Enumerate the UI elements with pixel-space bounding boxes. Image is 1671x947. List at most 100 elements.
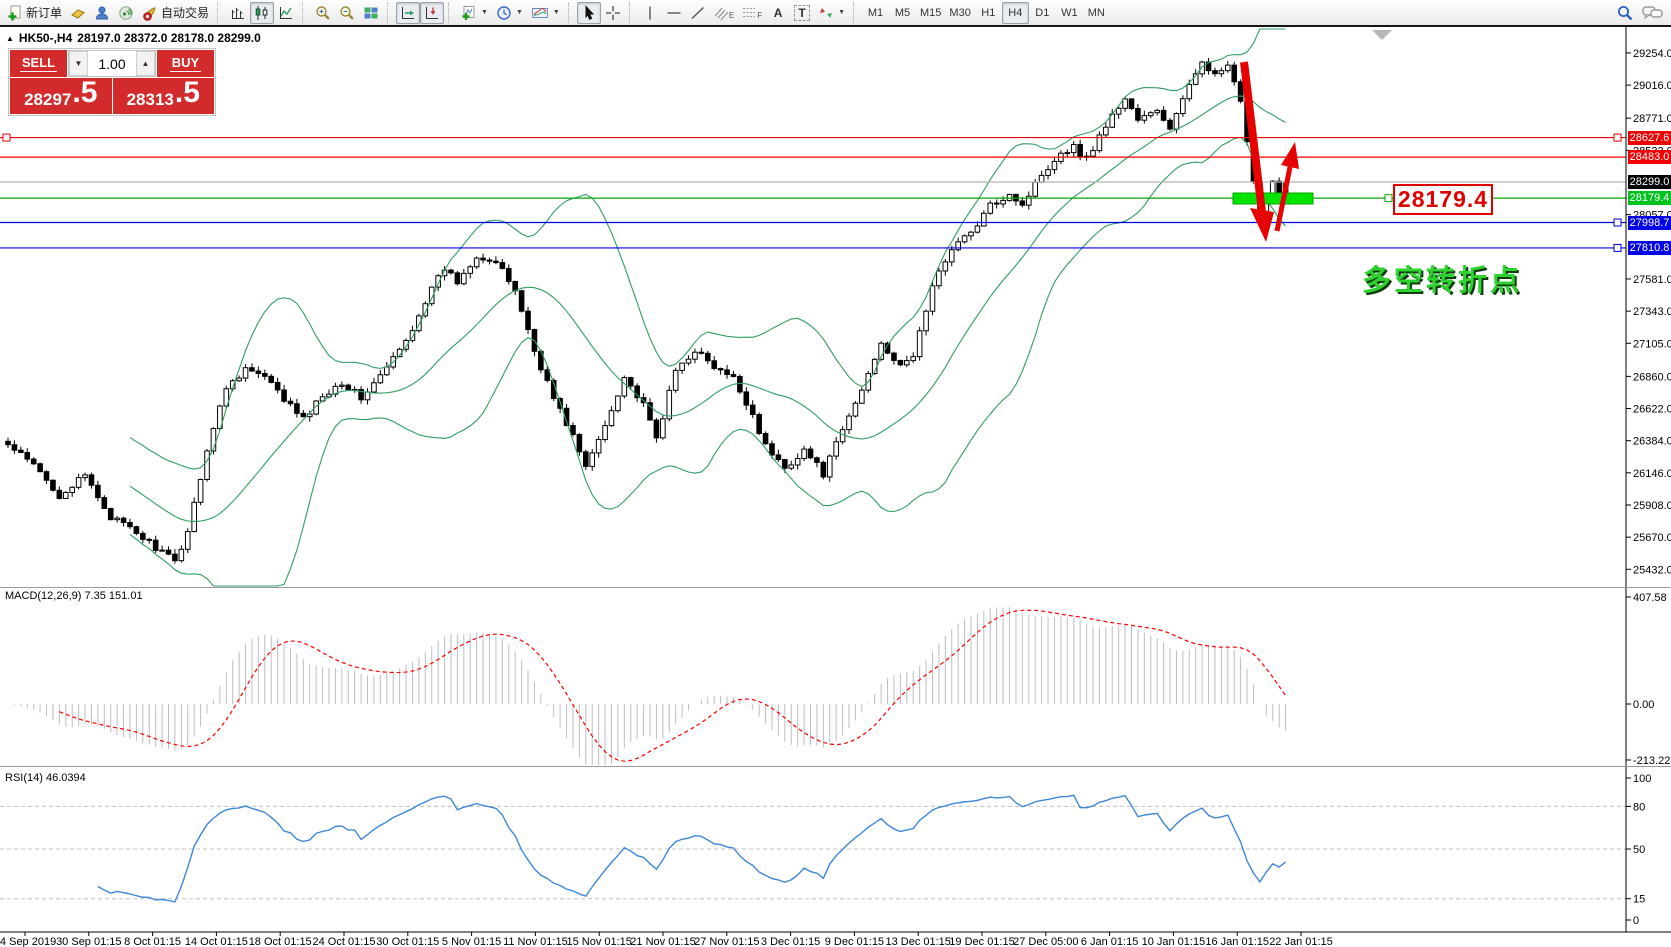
- volume-decrease-button[interactable]: ▼: [69, 51, 88, 76]
- text-tool-button[interactable]: A: [766, 2, 790, 24]
- new-chart-icon: [462, 5, 475, 20]
- chart-shift-icon: [426, 6, 439, 19]
- axis-tick-label: 29016.0: [1633, 80, 1671, 92]
- vline-tool-button[interactable]: [638, 2, 662, 24]
- line-anchor-handle[interactable]: [2, 133, 11, 142]
- turning-point-annotation[interactable]: 多空转折点: [1362, 265, 1523, 297]
- line-anchor-handle[interactable]: [1384, 194, 1393, 203]
- trendline-tool-button[interactable]: [686, 2, 710, 24]
- crosshair-tool-button[interactable]: [601, 2, 625, 24]
- timeframe-h1-button[interactable]: H1: [981, 6, 996, 19]
- label-tool-button[interactable]: T: [790, 2, 814, 24]
- axis-price-label[interactable]: 28179.4: [1628, 191, 1671, 206]
- new-chart-button[interactable]: ▼: [457, 2, 492, 24]
- dropdown-caret-icon: ▼: [552, 9, 560, 16]
- axis-tick-label: 9 Dec 01:15: [825, 936, 884, 947]
- axis-price-label[interactable]: 27810.8: [1628, 240, 1671, 255]
- toolbar-separator: [302, 2, 307, 23]
- axis-tick-label: 11 Nov 01:15: [503, 936, 568, 947]
- volume-input[interactable]: 1.00: [98, 55, 126, 72]
- axis-tick-label: 27 Nov 01:15: [694, 936, 759, 947]
- highlight-band-annotation[interactable]: [1232, 192, 1314, 205]
- toolbar-separator: [567, 2, 573, 23]
- line-anchor-handle[interactable]: [1613, 133, 1622, 142]
- chat-button[interactable]: [1638, 2, 1668, 24]
- line-chart-button[interactable]: [274, 2, 298, 24]
- zoom-out-icon: [340, 5, 354, 20]
- buy-price-frac: .5: [174, 76, 200, 109]
- tile-windows-button[interactable]: [359, 2, 383, 24]
- macd-label: MACD(12,26,9) 7.35 151.01: [5, 590, 143, 602]
- timeframe-mn-button[interactable]: MN: [1087, 6, 1105, 19]
- rsi-label: RSI(14) 46.0394: [5, 772, 86, 784]
- axis-tick-label: 18 Oct 01:15: [249, 936, 312, 947]
- autotrading-button[interactable]: 自动交易: [138, 2, 213, 24]
- line-chart-icon: [280, 6, 293, 19]
- zoom-out-button[interactable]: [335, 2, 359, 24]
- axis-tick-label: 26384.0: [1633, 436, 1671, 448]
- axis-tick-label: 27 Dec 05:00: [1013, 936, 1078, 947]
- timeframe-m5-button[interactable]: M5: [894, 6, 911, 19]
- community-icon: [96, 6, 109, 19]
- zoom-in-button[interactable]: [311, 2, 335, 24]
- scroll-to-end-icon[interactable]: [1372, 30, 1392, 40]
- new-order-label: 新订单: [26, 6, 63, 20]
- community-button[interactable]: [90, 2, 114, 24]
- sell-price-button[interactable]: 28297 .5: [10, 78, 112, 114]
- axis-tick-label: 25670.0: [1633, 532, 1671, 544]
- new-order-icon: [8, 5, 21, 20]
- auto-scroll-button[interactable]: [396, 1, 421, 24]
- channel-tool-button[interactable]: E: [710, 2, 738, 24]
- line-anchor-handle[interactable]: [1613, 218, 1622, 227]
- axis-tick-label: -213.22: [1633, 755, 1670, 767]
- channel-icon: [714, 7, 728, 20]
- down-arrow-annotation[interactable]: [1240, 61, 1274, 242]
- new-order-button[interactable]: 新订单: [3, 2, 66, 24]
- chart-symbol: HK50-,H4: [18, 31, 73, 45]
- candlestick-chart-button[interactable]: [250, 1, 275, 24]
- axis-tick-label: 16 Jan 01:15: [1205, 936, 1269, 947]
- quotes-button[interactable]: [66, 2, 90, 24]
- timeframe-w1-button[interactable]: W1: [1061, 6, 1078, 19]
- axis-price-label[interactable]: 28299.0: [1628, 174, 1671, 189]
- fibonacci-tool-letter: F: [757, 11, 763, 20]
- signals-icon: [119, 5, 133, 20]
- arrows-tool-button[interactable]: ▼: [814, 2, 849, 24]
- axis-tick-label: 26146.0: [1633, 468, 1671, 480]
- timeframe-m1-button[interactable]: M1: [867, 6, 884, 19]
- autotrading-label: 自动交易: [161, 6, 210, 20]
- hline-tool-button[interactable]: [662, 2, 686, 24]
- bar-chart-button[interactable]: [226, 2, 250, 24]
- dropdown-caret-icon: ▼: [838, 9, 846, 16]
- volume-increase-button[interactable]: ▲: [136, 51, 155, 76]
- axis-tick-label: 14 Oct 01:15: [185, 936, 248, 947]
- template-button[interactable]: ▼: [527, 2, 564, 24]
- buy-price-button[interactable]: 28313 .5: [112, 76, 214, 114]
- toolbar-separator: [448, 2, 453, 23]
- trade-panel-toggle-icon[interactable]: ▲: [6, 33, 14, 43]
- signals-button[interactable]: [114, 2, 138, 24]
- timeframe-m15-button[interactable]: M15: [920, 6, 942, 19]
- axis-price-label[interactable]: 28627.6: [1628, 130, 1671, 145]
- cursor-tool-button[interactable]: [576, 1, 601, 24]
- timeframe-m30-button[interactable]: M30: [949, 6, 971, 19]
- search-button[interactable]: [1612, 2, 1638, 24]
- line-anchor-handle[interactable]: [1613, 243, 1622, 252]
- axis-price-label[interactable]: 27998.7: [1628, 215, 1671, 230]
- axis-price-label[interactable]: 28483.0: [1628, 150, 1671, 165]
- buy-button[interactable]: BUY: [157, 50, 214, 77]
- chart-annotations: [1232, 30, 1392, 242]
- up-arrow-annotation[interactable]: [1274, 142, 1299, 232]
- sell-button[interactable]: SELL: [10, 50, 67, 77]
- price-callout-box[interactable]: 28179.4: [1393, 184, 1493, 215]
- fibonacci-tool-button[interactable]: F: [738, 2, 766, 24]
- chart-shift-button[interactable]: [420, 1, 445, 24]
- timeframe-h4-button[interactable]: H4: [1001, 1, 1029, 24]
- axis-tick-label: 27343.0: [1633, 306, 1671, 318]
- period-button[interactable]: ▼: [492, 2, 527, 24]
- axis-tick-label: 0.00: [1633, 699, 1654, 711]
- chart-ohlc: 28197.0 28372.0 28178.0 28299.0: [77, 31, 261, 45]
- timeframe-d1-button[interactable]: D1: [1035, 6, 1050, 19]
